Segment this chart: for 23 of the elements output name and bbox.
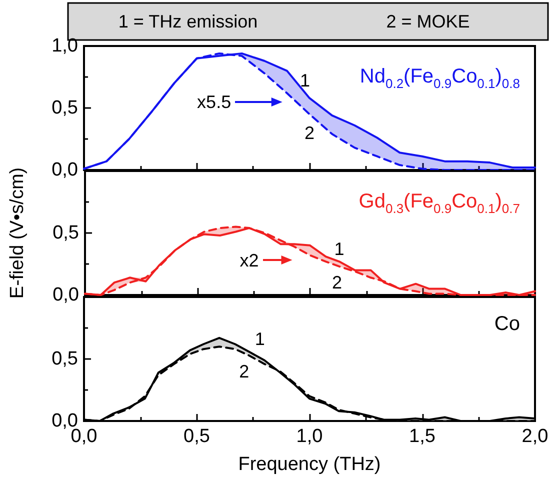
annotation: x2 (240, 250, 259, 270)
annotation: 2 (332, 272, 342, 293)
annotation: x5.5 (197, 92, 232, 112)
x-tick-label: 0,0 (70, 426, 98, 447)
x-tick-label: 2,0 (522, 426, 548, 447)
y-tick-label: 0,5 (52, 98, 78, 118)
x-tick-label: 1,0 (296, 426, 323, 447)
y-tick-label: 0,0 (52, 284, 79, 306)
text: Co (494, 313, 520, 335)
y-tick-label: 0,5 (52, 222, 79, 244)
annotation: 2 (304, 122, 315, 143)
x-axis-title: Frequency (THz) (238, 454, 381, 475)
y-axis-title: E-field (V•s/cm) (7, 167, 28, 299)
x-tick-label: 0,5 (184, 426, 210, 447)
annotation: 1 (254, 329, 265, 350)
annotation: 2 (239, 361, 250, 382)
annotation: 1 (334, 239, 344, 260)
text: 1 = THz emission (118, 12, 258, 32)
annotation: 1 (300, 70, 310, 91)
y-tick-label: 0,0 (52, 160, 78, 180)
y-tick-label: 0,5 (52, 348, 78, 370)
x-tick-label: 1,5 (409, 426, 436, 447)
text: 2 = MOKE (386, 12, 470, 32)
